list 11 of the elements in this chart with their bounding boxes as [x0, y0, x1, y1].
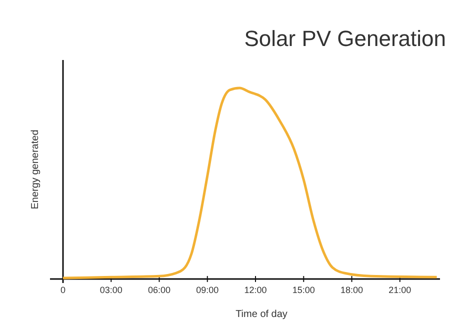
x-tick-label: 06:00 [148, 285, 171, 295]
chart-title: Solar PV Generation [244, 26, 446, 51]
x-tick-label: 21:00 [388, 285, 412, 295]
x-tick-label: 18:00 [340, 285, 364, 295]
x-tick-label: 0 [60, 285, 66, 295]
x-axis-title: Time of day [236, 309, 288, 320]
x-tick-label: 15:00 [292, 285, 315, 295]
y-axis-title: Energy generated [30, 130, 41, 210]
x-tick-label: 03:00 [100, 285, 122, 295]
x-tick-label: 09:00 [196, 285, 219, 295]
x-tick-label: 12:00 [244, 285, 267, 295]
